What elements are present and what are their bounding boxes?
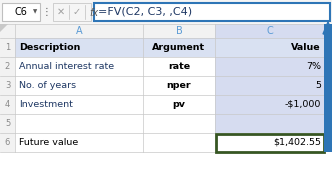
Text: ▼: ▼ <box>33 10 37 15</box>
Text: pv: pv <box>173 100 186 109</box>
Bar <box>215 114 324 133</box>
Text: rate: rate <box>168 62 190 71</box>
Text: C: C <box>266 26 273 36</box>
Bar <box>15 38 143 57</box>
Bar <box>215 95 324 114</box>
Bar <box>215 76 324 95</box>
Text: $1,402.55: $1,402.55 <box>273 138 321 147</box>
Bar <box>215 133 324 152</box>
Text: ✕: ✕ <box>57 7 65 17</box>
Text: Future value: Future value <box>19 138 78 147</box>
Bar <box>215 57 324 76</box>
Text: Argument: Argument <box>152 43 206 52</box>
Bar <box>143 114 215 133</box>
Bar <box>15 114 143 133</box>
Bar <box>215 133 324 152</box>
Bar <box>0 24 332 38</box>
Bar <box>143 133 215 152</box>
Bar <box>15 95 143 114</box>
Text: 6: 6 <box>5 138 10 147</box>
FancyArrow shape <box>323 22 332 34</box>
Text: $1,402.55: $1,402.55 <box>273 138 321 147</box>
FancyBboxPatch shape <box>53 3 91 21</box>
Text: C6: C6 <box>15 7 28 17</box>
Bar <box>215 24 324 38</box>
Bar <box>324 24 332 152</box>
Bar <box>15 57 143 76</box>
Text: ⋮: ⋮ <box>42 7 52 17</box>
Text: fx: fx <box>89 8 98 17</box>
Text: =FV(C2, C3, ,C4): =FV(C2, C3, ,C4) <box>98 7 192 17</box>
Bar <box>0 24 332 180</box>
Text: nper: nper <box>167 81 191 90</box>
Bar <box>143 57 215 76</box>
Bar <box>15 133 143 152</box>
Text: Description: Description <box>19 43 80 52</box>
Bar <box>0 0 332 24</box>
Text: B: B <box>176 26 182 36</box>
FancyBboxPatch shape <box>2 3 40 21</box>
Polygon shape <box>0 24 8 32</box>
Text: Value: Value <box>291 43 321 52</box>
Bar <box>143 38 215 57</box>
Text: 7%: 7% <box>306 62 321 71</box>
Text: -$1,000: -$1,000 <box>285 100 321 109</box>
Bar <box>215 134 323 152</box>
Text: Investment: Investment <box>19 100 73 109</box>
Text: Annual interest rate: Annual interest rate <box>19 62 114 71</box>
Text: 1: 1 <box>5 43 10 52</box>
Bar <box>215 38 324 57</box>
Bar <box>0 24 15 152</box>
Text: 2: 2 <box>5 62 10 71</box>
Text: 3: 3 <box>5 81 10 90</box>
Text: ✓: ✓ <box>73 7 81 17</box>
Bar <box>143 95 215 114</box>
Bar <box>143 76 215 95</box>
FancyBboxPatch shape <box>94 3 330 21</box>
Bar <box>15 76 143 95</box>
Text: No. of years: No. of years <box>19 81 76 90</box>
Text: 5: 5 <box>5 119 10 128</box>
Text: A: A <box>76 26 82 36</box>
Text: 5: 5 <box>315 81 321 90</box>
Text: 4: 4 <box>5 100 10 109</box>
